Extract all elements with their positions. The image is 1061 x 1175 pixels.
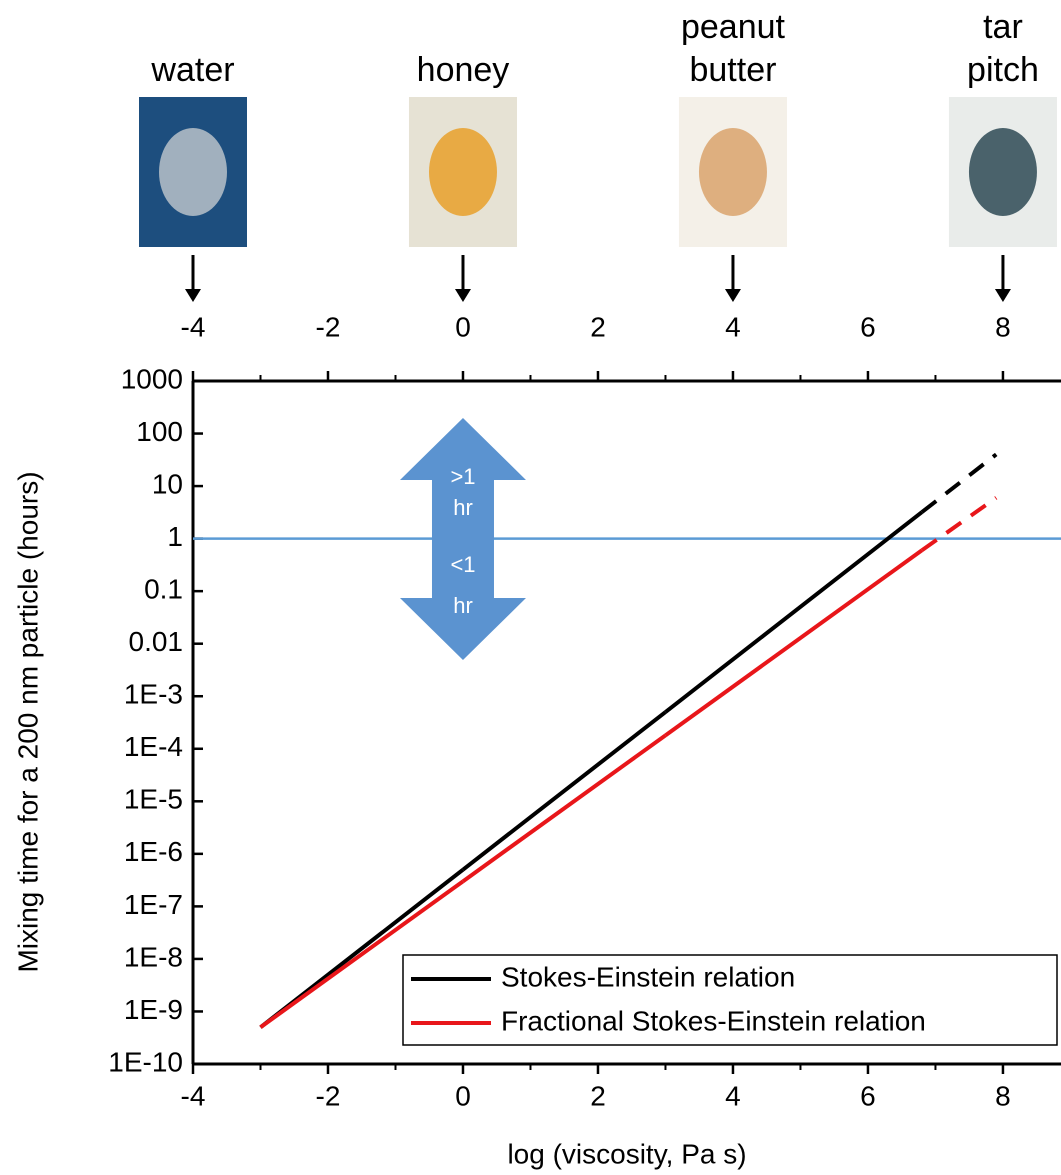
x-top-tick-label: -2 [316,311,341,342]
y-tick-label: 1000 [121,363,183,394]
x-tick-label: -2 [316,1080,341,1111]
y-tick-label: 0.1 [144,574,183,605]
material-arrow-head [994,289,1011,302]
y-tick-label: 1E-5 [124,784,183,815]
line-segment [664,510,924,714]
y-tick-label: 1E-10 [108,1046,183,1077]
y-tick-label: 0.01 [129,626,184,657]
legend-label: Fractional Stokes-Einstein relation [501,1005,926,1036]
y-tick-label: 1E-4 [124,731,183,762]
annotation-arrow: >1 hr <1 hr [399,418,526,660]
line-segment [920,496,998,552]
material-arrow-head [185,289,201,302]
line-segment [664,548,924,737]
y-tick-label: 1E-3 [124,679,183,710]
x-tick-label: 8 [995,1080,1011,1111]
annotation-label: <1 [450,552,475,577]
line-segment [259,879,465,1029]
material-photo-detail [428,128,497,216]
x-top-tick-label: 4 [725,311,741,342]
legend-box [402,954,1058,1046]
y-tick-label: 1 [167,521,183,552]
x-tick-label: 6 [860,1080,876,1111]
x-axis-label: log (viscosity, Pa s) [507,1138,746,1169]
y-tick-label: 1E-8 [124,941,183,972]
material-label: butter [689,51,776,89]
x-top-tick-label: 8 [995,311,1011,342]
x-top-tick-label: -4 [181,311,206,342]
x-top-tick-label: 2 [590,311,606,342]
material-arrow-head [454,289,471,302]
x-top-tick-label: 0 [455,311,471,342]
material-label: water [150,51,234,89]
y-tick-label: 1E-7 [124,889,183,920]
line-segment [461,733,667,883]
material-label: pitch [967,51,1039,89]
y-tick-label: 10 [152,468,183,499]
material-photo-detail [698,128,767,216]
legend-label: Stokes-Einstein relation [501,961,795,992]
y-axis-label: Mixing time for a 200 nm particle (hours… [12,471,43,972]
material-photo-detail [968,128,1037,216]
material-arrow-head [724,289,741,302]
material-label: tar [983,8,1023,46]
x-tick-label: 0 [455,1080,471,1111]
y-tick-label: 1E-6 [124,836,183,867]
double-arrow [399,418,526,660]
x-top-tick-label: 6 [860,311,876,342]
x-tick-label: 2 [590,1080,606,1111]
annotation-label: hr [453,495,473,520]
material-label: peanut [681,8,786,46]
y-tick-label: 1E-9 [124,994,183,1025]
annotation-label: >1 [450,464,475,489]
line-segment [461,710,667,872]
y-tick-label: 100 [136,416,183,447]
x-tick-label: 4 [725,1080,741,1111]
line-segment [920,452,998,514]
annotation-label: hr [453,593,473,618]
x-tick-label: -4 [181,1080,206,1111]
material-photo-detail [159,128,227,216]
material-label: honey [417,51,510,89]
